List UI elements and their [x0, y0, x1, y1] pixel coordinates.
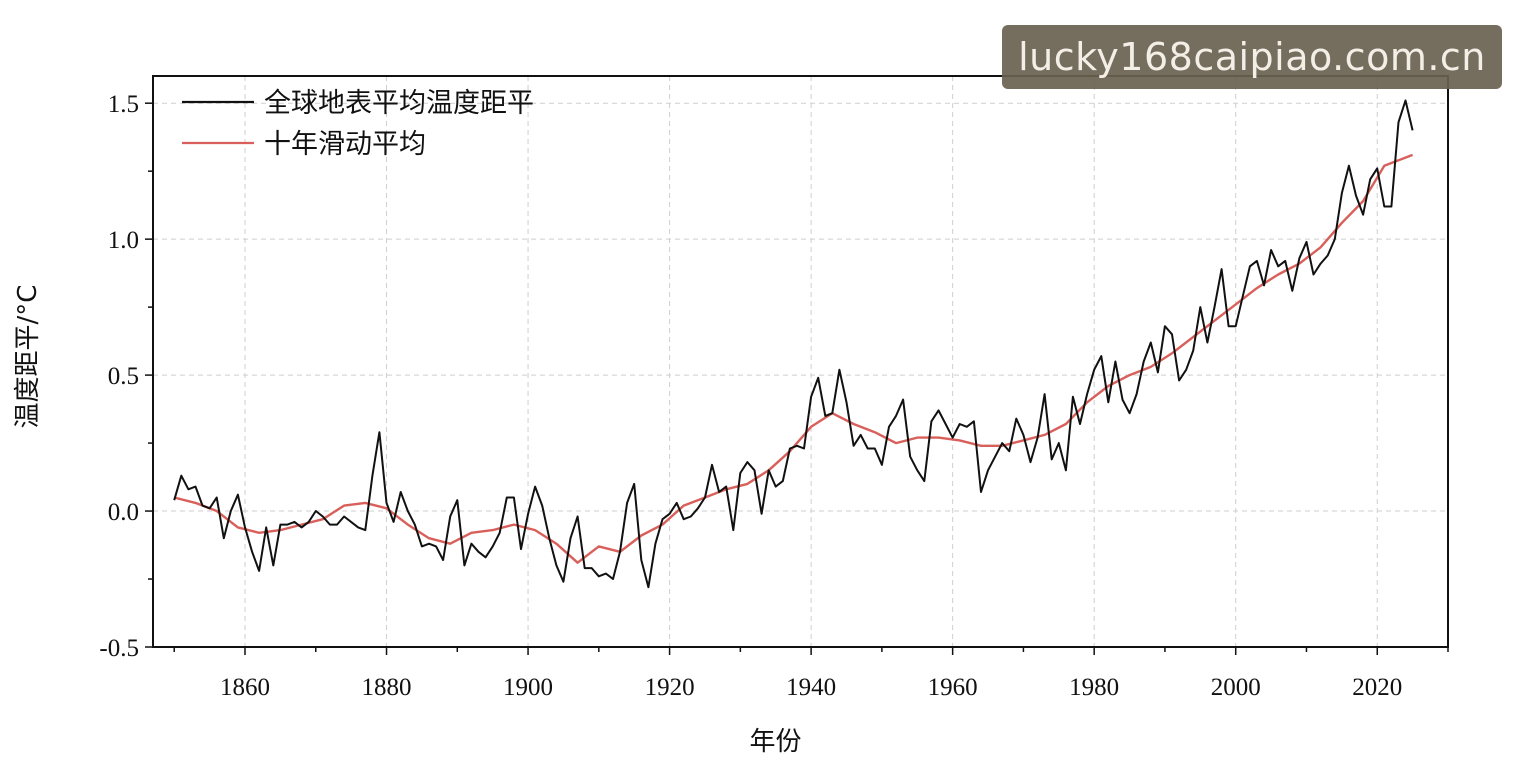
y-tick-label: -0.5: [99, 635, 139, 662]
x-axis-label: 年份: [749, 727, 801, 757]
y-tick-label: 1.5: [108, 91, 139, 118]
x-tick-label: 1900: [503, 674, 553, 701]
y-axis-label: 温度距平/°C: [13, 285, 43, 429]
moving-average-line: [173, 153, 1414, 564]
x-tick-label: 1960: [928, 674, 978, 701]
x-tick-label: 2020: [1352, 674, 1402, 701]
legend-label: 全球地表平均温度距平: [264, 88, 534, 119]
plot-area: [153, 76, 1448, 647]
y-tick-label: 0.5: [108, 363, 139, 390]
y-tick-label: 1.0: [108, 227, 139, 254]
x-tick-label: 1880: [362, 674, 412, 701]
watermark: lucky168caipiao.com.cn: [1002, 25, 1502, 89]
x-tick-label: 1920: [645, 674, 695, 701]
x-tick-label: 1940: [786, 674, 836, 701]
annual-anomaly-line: [173, 99, 1414, 589]
x-tick-label: 1860: [220, 674, 270, 701]
x-tick-label: 2000: [1211, 674, 1261, 701]
legend-label: 十年滑动平均: [264, 129, 426, 160]
plot-frame: [152, 75, 1449, 648]
y-tick-label: 0.0: [108, 499, 139, 526]
x-tick-label: 1980: [1069, 674, 1119, 701]
